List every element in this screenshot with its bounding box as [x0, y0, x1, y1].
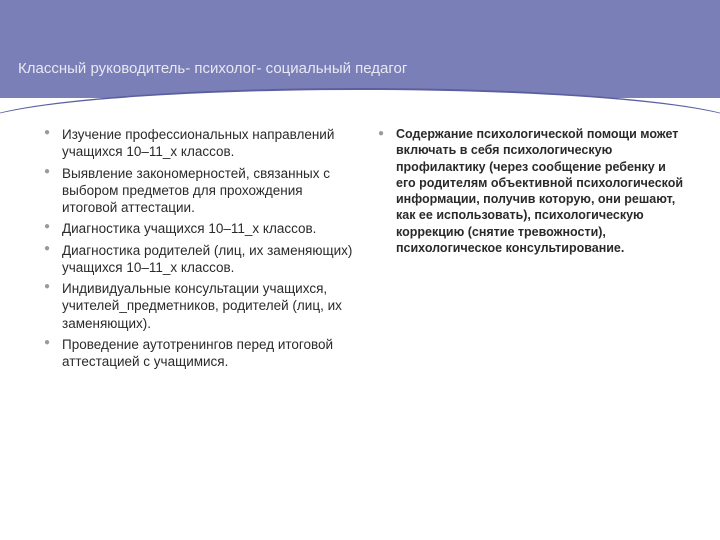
header-band — [0, 0, 720, 98]
content-area: Изучение профессиональных направлений уч… — [0, 126, 720, 540]
list-item: Изучение профессиональных направлений уч… — [44, 126, 354, 161]
right-list: Содержание психологической помощи может … — [378, 126, 688, 256]
list-item: Индивидуальные консультации учащихся, уч… — [44, 280, 354, 332]
right-column: Содержание психологической помощи может … — [378, 126, 688, 540]
list-item: Диагностика родителей (лиц, их заменяющи… — [44, 242, 354, 277]
left-list: Изучение профессиональных направлений уч… — [44, 126, 354, 370]
list-item: Выявление закономерностей, связанных с в… — [44, 165, 354, 217]
list-item: Проведение аутотренингов перед итоговой … — [44, 336, 354, 371]
left-column: Изучение профессиональных направлений уч… — [44, 126, 354, 540]
list-item: Диагностика учащихся 10–11_х классов. — [44, 220, 354, 237]
slide-title: Классный руководитель- психолог- социаль… — [18, 60, 407, 77]
list-item: Содержание психологической помощи может … — [378, 126, 688, 256]
